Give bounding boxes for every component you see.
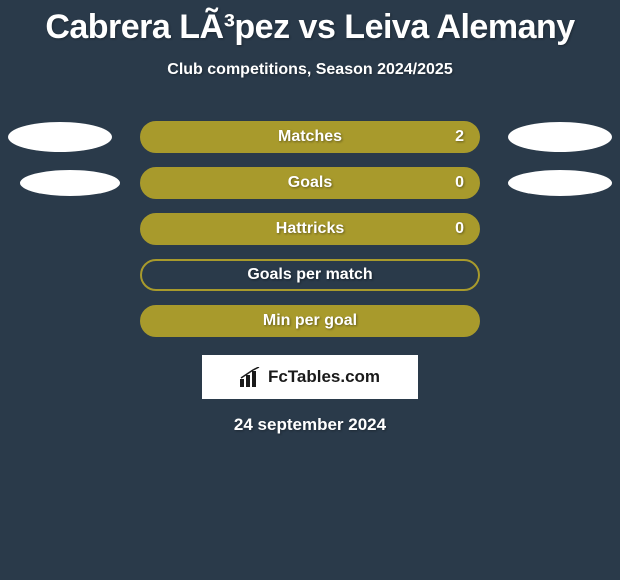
- bar-value: 0: [455, 174, 464, 192]
- bar-row-goals: Goals 0: [0, 167, 620, 199]
- bar-row-min-per-goal: Min per goal: [0, 305, 620, 337]
- chart-icon: [240, 367, 262, 387]
- logo-box: FcTables.com: [202, 355, 418, 399]
- bar-hattricks: Hattricks 0: [140, 213, 480, 245]
- page-title: Cabrera LÃ³pez vs Leiva Alemany: [0, 0, 620, 47]
- bar-row-matches: Matches 2: [0, 121, 620, 153]
- subtitle: Club competitions, Season 2024/2025: [0, 61, 620, 79]
- bar-goals-per-match: Goals per match: [140, 259, 480, 291]
- bar-label: Goals: [288, 174, 332, 192]
- bar-label: Goals per match: [247, 266, 372, 284]
- bars-container: Matches 2 Goals 0 Hattricks 0 Goals per …: [0, 121, 620, 337]
- bar-label: Min per goal: [263, 312, 357, 330]
- bar-goals: Goals 0: [140, 167, 480, 199]
- right-marker: [508, 170, 612, 196]
- bar-label: Matches: [278, 128, 342, 146]
- left-marker: [20, 170, 120, 196]
- bar-label: Hattricks: [276, 220, 344, 238]
- right-marker: [508, 122, 612, 152]
- logo-text: FcTables.com: [268, 367, 380, 387]
- bar-value: 0: [455, 220, 464, 238]
- bar-row-hattricks: Hattricks 0: [0, 213, 620, 245]
- bar-row-goals-per-match: Goals per match: [0, 259, 620, 291]
- left-marker: [8, 122, 112, 152]
- bar-matches: Matches 2: [140, 121, 480, 153]
- bar-min-per-goal: Min per goal: [140, 305, 480, 337]
- date-text: 24 september 2024: [0, 415, 620, 435]
- bar-value: 2: [455, 128, 464, 146]
